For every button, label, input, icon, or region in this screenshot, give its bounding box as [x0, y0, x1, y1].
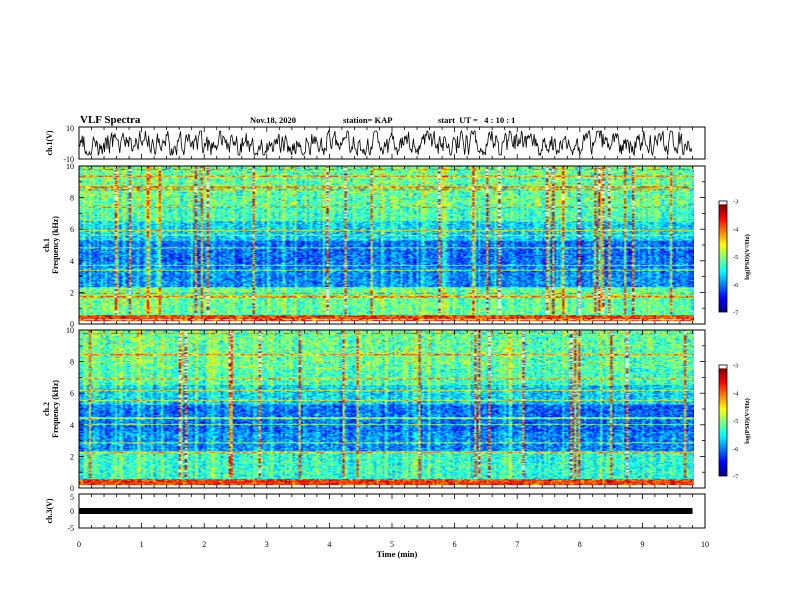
ch2-colorbar: -3 -4 -5 -6 -7 log(PSD)(V²/Hz) [718, 363, 751, 481]
frequency-tick-label: 6 [70, 225, 74, 234]
ch3-ytick-bottom: -5 [67, 524, 74, 533]
ch2-frequency-axis-label: Frequency (kHz) [51, 380, 60, 438]
frequency-tick-label: 0 [70, 484, 74, 493]
colorbar-tick-label: -3 [733, 363, 738, 370]
time-tick-label: 3 [265, 540, 269, 549]
ch1-waveform-ylabel: ch.1(V) [45, 130, 54, 155]
frequency-tick-label: 2 [70, 452, 74, 461]
time-tick-label: 8 [578, 540, 582, 549]
station-label: station= KAP [343, 115, 392, 125]
start-ut-label: start UT = 4 : 10 : 1 [438, 115, 515, 125]
time-tick-label: 0 [77, 540, 81, 549]
time-tick-label: 5 [390, 540, 394, 549]
ch2-colorbar-label: log(PSD)(V²/Hz) [744, 398, 751, 444]
colorbar-tick-label: -4 [733, 226, 739, 233]
colorbar-tick-label: -4 [733, 390, 739, 397]
colorbar-tick-label: -5 [733, 418, 738, 425]
date-label: Nov.18, 2020 [250, 115, 296, 125]
colorbar-tick-label: -3 [733, 199, 738, 206]
ch3-waveform-ylabel: ch.3(V) [45, 498, 54, 523]
ch1-spectrogram-image [79, 166, 694, 321]
ch1-colorbar: -3 -4 -5 -6 -7 log(PSD)(V²/Hz) [718, 199, 751, 317]
ch2-frequency-tick-labels: 0 2 4 6 8 10 [66, 326, 74, 493]
frequency-tick-label: 4 [70, 421, 74, 430]
colorbar-tick-label: -7 [733, 474, 739, 481]
time-axis-tick-labels: 0 1 2 3 4 5 6 7 8 9 10 [77, 540, 709, 549]
ch1-waveform-panel: 10 -10 ch.1(V) [45, 124, 706, 164]
ch2-spectrogram-panel: 0 2 4 6 8 10 ch.2 Frequency (kHz) [42, 326, 706, 493]
ch1-waveform-line [78, 129, 693, 157]
ch3-waveform-ticks [78, 494, 706, 528]
ch1-channel-label: ch.1 [42, 238, 51, 252]
frequency-tick-label: 10 [66, 326, 74, 335]
ch1-spectrogram-ticks [78, 165, 706, 325]
ch1-colorbar-frame [718, 200, 728, 313]
time-tick-label: 1 [140, 540, 144, 549]
frequency-tick-label: 2 [70, 288, 74, 297]
colorbar-tick-label: -7 [733, 310, 739, 317]
figure-title: VLF Spectra [80, 114, 141, 126]
ch1-frequency-axis-label: Frequency (kHz) [51, 216, 60, 274]
ch1-ytick-top: 10 [66, 124, 74, 133]
ch1-ytick-bottom: -10 [63, 155, 74, 164]
ch1-frequency-tick-labels: 0 2 4 6 8 10 [66, 162, 74, 329]
ch2-spectrogram-ticks [78, 329, 706, 489]
colorbar-tick-label: -5 [733, 254, 738, 261]
ch1-colorbar-image [719, 201, 727, 312]
time-tick-label: 6 [453, 540, 457, 549]
ch2-colorbar-tick-labels: -3 -4 -5 -6 -7 [733, 363, 739, 481]
ch3-ytick-middle: 0 [70, 507, 74, 516]
time-axis-label: Time (min) [377, 549, 418, 559]
frequency-tick-label: 4 [70, 257, 74, 266]
ch2-channel-label: ch.2 [42, 402, 51, 416]
time-tick-label: 10 [701, 540, 709, 549]
time-tick-label: 9 [640, 540, 644, 549]
ch3-waveform-line [79, 508, 693, 514]
frequency-tick-label: 8 [70, 194, 74, 203]
ch3-waveform-panel: 5 0 -5 ch.3(V) [45, 493, 706, 533]
frequency-tick-label: 8 [70, 358, 74, 367]
ch2-colorbar-frame [718, 364, 728, 477]
colorbar-tick-label: -6 [733, 282, 739, 289]
ch2-colorbar-image [719, 365, 727, 476]
ch2-spectrogram-image [79, 330, 694, 485]
ch1-waveform-ticks [78, 127, 706, 159]
frequency-tick-label: 10 [66, 162, 74, 171]
colorbar-tick-label: -6 [733, 446, 739, 453]
time-tick-label: 4 [327, 540, 331, 549]
frequency-tick-label: 6 [70, 389, 74, 398]
ch1-colorbar-label: log(PSD)(V²/Hz) [744, 234, 751, 280]
ch1-spectrogram-panel: 0 2 4 6 8 10 ch.1 Frequency (kHz) [42, 162, 706, 329]
ch3-ytick-top: 5 [70, 493, 74, 502]
ch1-colorbar-tick-labels: -3 -4 -5 -6 -7 [733, 199, 739, 317]
frequency-tick-label: 0 [70, 320, 74, 329]
time-tick-label: 7 [515, 540, 519, 549]
time-tick-label: 2 [202, 540, 206, 549]
